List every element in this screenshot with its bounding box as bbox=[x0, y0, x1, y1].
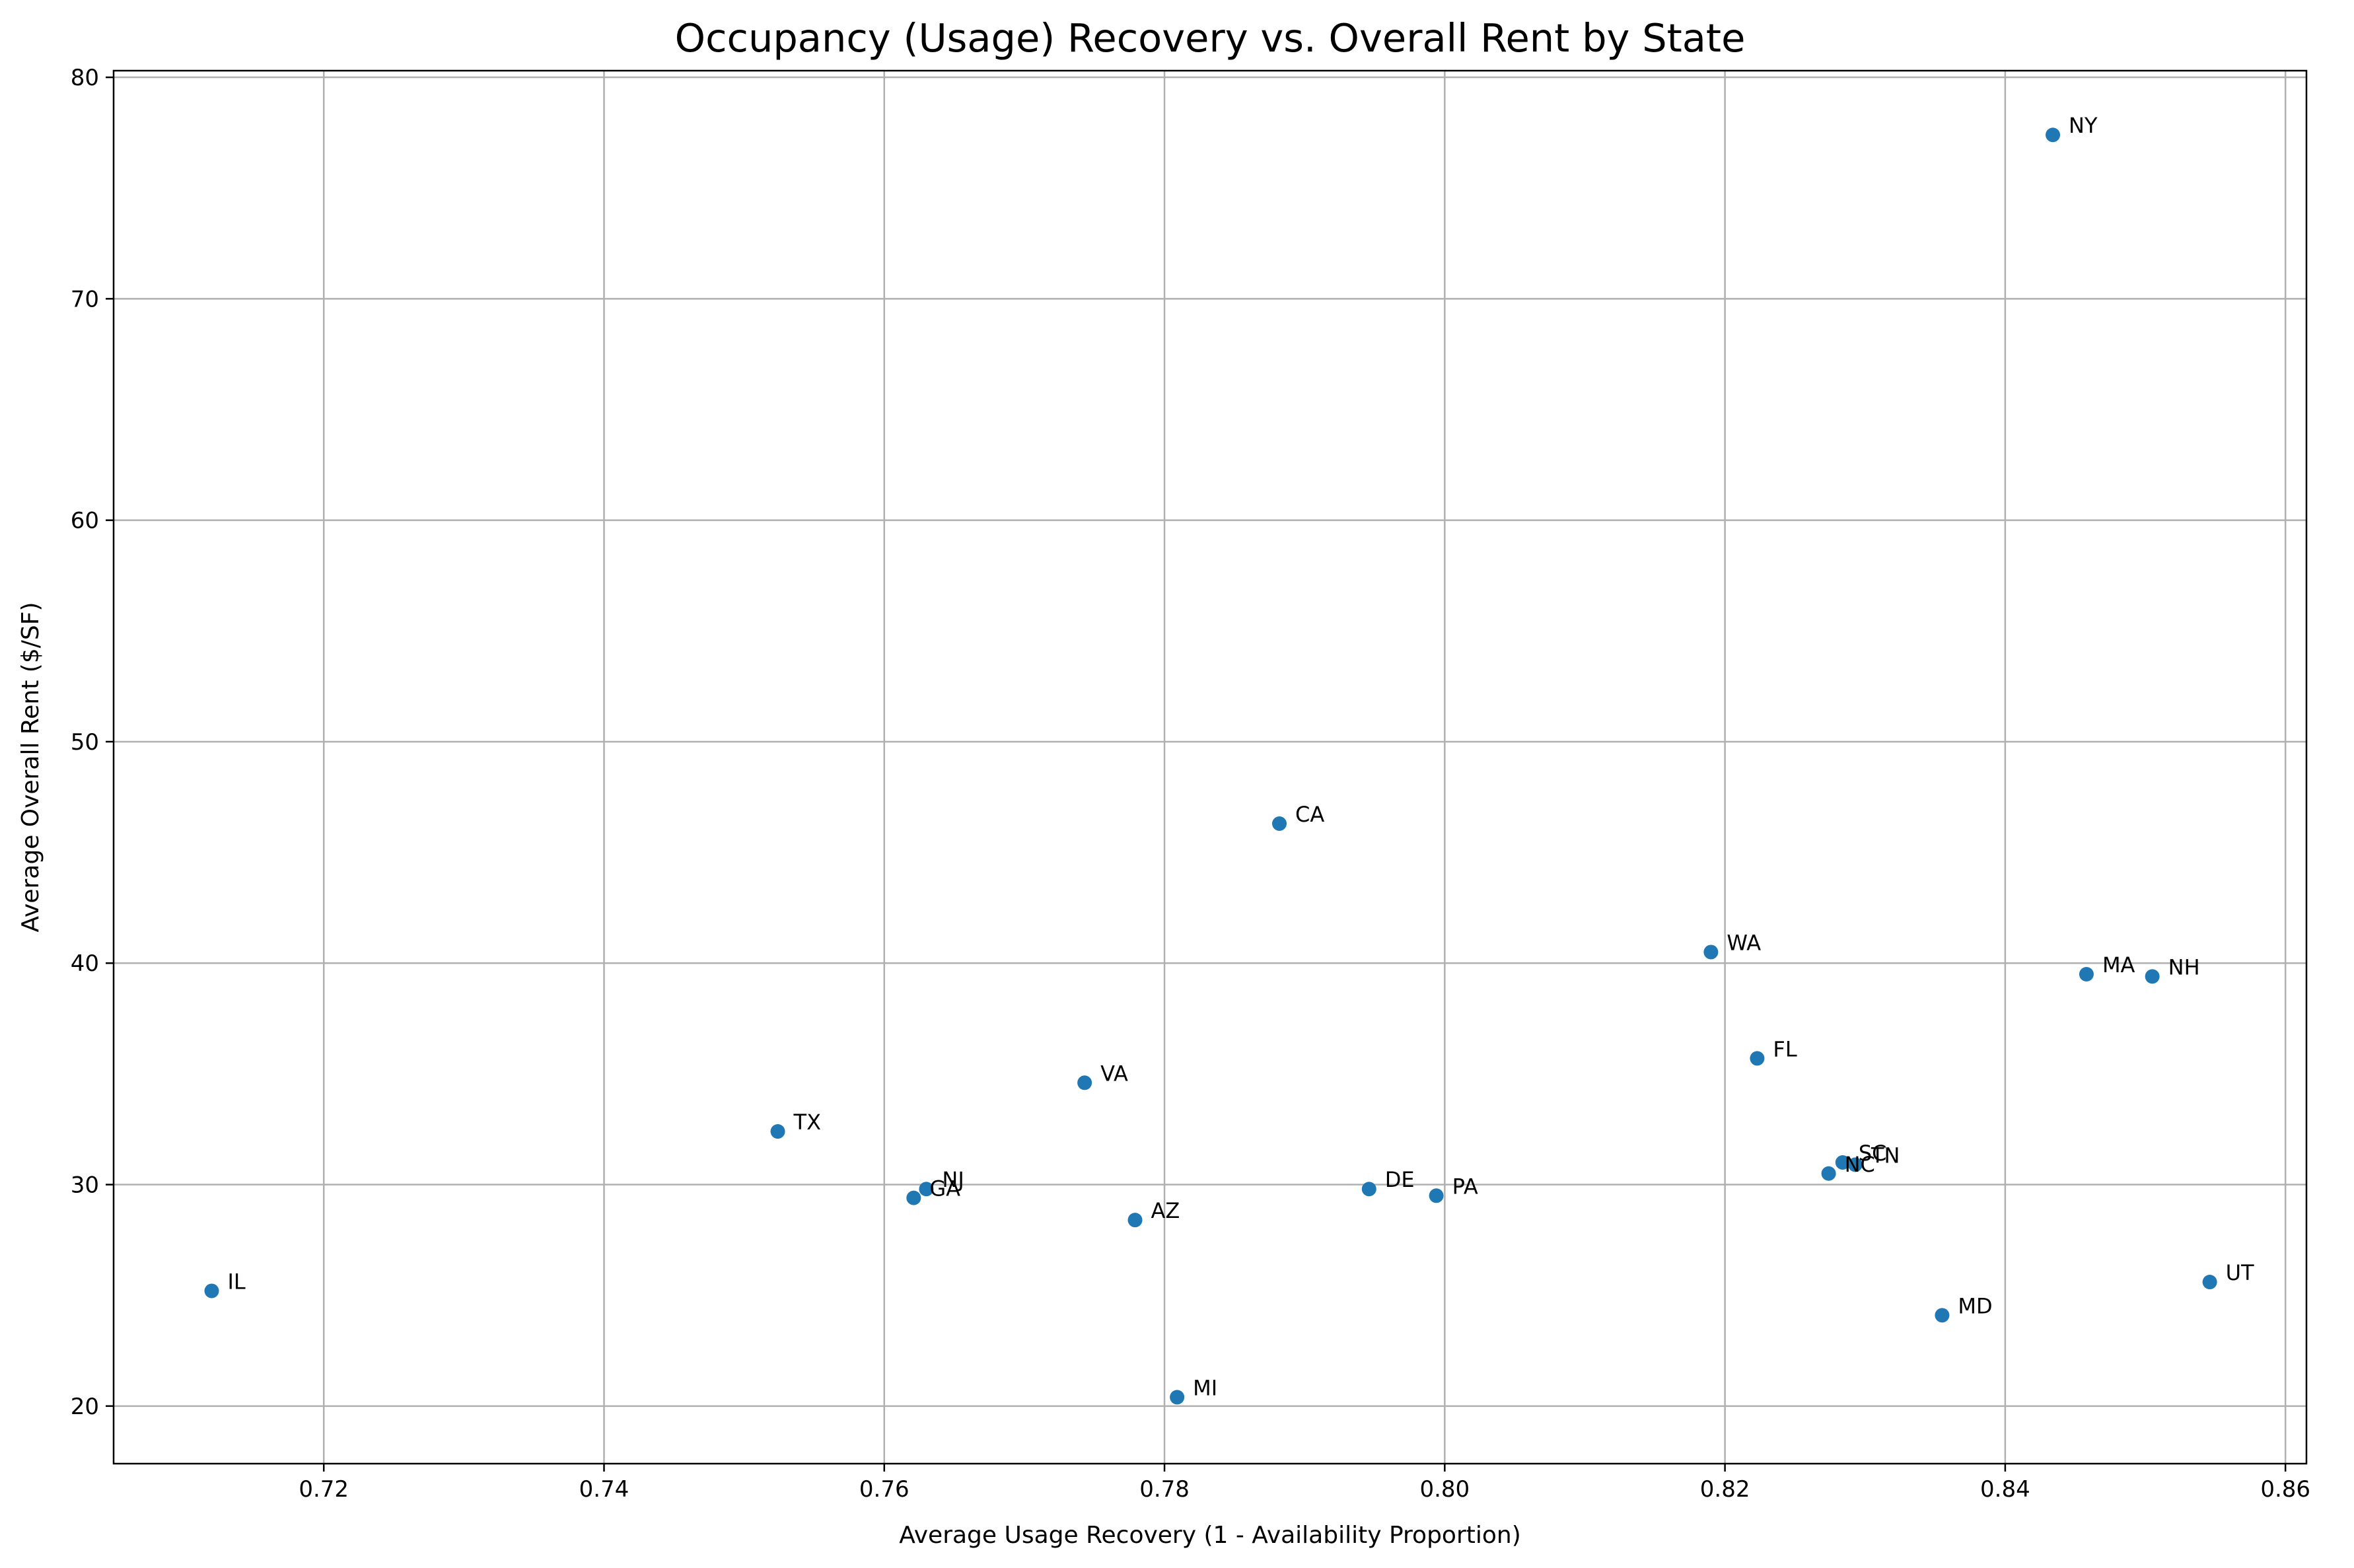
data-point-nj bbox=[919, 1182, 934, 1197]
data-point-az bbox=[1127, 1213, 1143, 1228]
data-point-ma bbox=[2079, 967, 2094, 981]
data-point-ga bbox=[906, 1190, 921, 1205]
data-point-mi bbox=[1170, 1390, 1185, 1405]
point-label-il: IL bbox=[227, 1269, 245, 1294]
y-tick-label: 30 bbox=[71, 1172, 99, 1199]
y-tick-label: 20 bbox=[71, 1394, 99, 1420]
data-point-tx bbox=[770, 1124, 785, 1139]
data-point-tn bbox=[1847, 1157, 1863, 1172]
plot-area-frame bbox=[112, 69, 2308, 1465]
point-label-va: VA bbox=[1100, 1061, 1128, 1086]
point-label-pa: PA bbox=[1452, 1174, 1478, 1199]
x-tick-label: 0.84 bbox=[1980, 1476, 2030, 1503]
point-label-ga: GA bbox=[929, 1176, 960, 1201]
point-label-tn: TN bbox=[1871, 1143, 1900, 1168]
data-point-de bbox=[1361, 1182, 1376, 1197]
grid-lines bbox=[114, 71, 2306, 1464]
x-tick-label: 0.80 bbox=[1419, 1476, 1470, 1503]
x-tick-label: 0.76 bbox=[859, 1476, 910, 1503]
data-point-md bbox=[1935, 1308, 1950, 1323]
data-point-il bbox=[204, 1283, 219, 1299]
y-tick-label: 80 bbox=[71, 65, 99, 91]
chart-title: Occupancy (Usage) Recovery vs. Overall R… bbox=[675, 15, 1746, 61]
data-point-nc bbox=[1821, 1166, 1836, 1181]
y-axis-ticks: 20 30 40 50 60 70 80 bbox=[71, 65, 114, 1420]
data-point-sc bbox=[1835, 1155, 1850, 1170]
y-tick-label: 60 bbox=[71, 508, 99, 534]
data-point-nh bbox=[2145, 969, 2160, 984]
point-label-ny: NY bbox=[2069, 113, 2098, 138]
data-point-ca bbox=[1272, 816, 1287, 831]
x-tick-label: 0.78 bbox=[1139, 1476, 1190, 1503]
data-point-fl bbox=[1750, 1051, 1765, 1066]
data-point-ny bbox=[2046, 127, 2061, 143]
point-label-fl: FL bbox=[1773, 1036, 1797, 1061]
point-label-de: DE bbox=[1385, 1167, 1415, 1192]
x-tick-label: 0.74 bbox=[579, 1476, 629, 1503]
point-label-wa: WA bbox=[1727, 930, 1761, 955]
data-point-va bbox=[1077, 1075, 1092, 1090]
point-label-ut: UT bbox=[2226, 1260, 2254, 1285]
y-tick-label: 70 bbox=[71, 286, 99, 312]
y-axis-label: Average Overall Rent ($/SF) bbox=[17, 602, 44, 933]
x-tick-label: 0.72 bbox=[299, 1476, 349, 1503]
point-label-tx: TX bbox=[793, 1110, 821, 1135]
point-label-ca: CA bbox=[1295, 802, 1324, 827]
x-axis-label: Average Usage Recovery (1 - Availability… bbox=[899, 1522, 1521, 1549]
y-tick-label: 50 bbox=[71, 729, 99, 756]
x-tick-label: 0.86 bbox=[2260, 1476, 2310, 1503]
point-label-nj: NJ bbox=[942, 1167, 964, 1192]
point-label-mi: MI bbox=[1193, 1375, 1217, 1400]
point-label-nh: NH bbox=[2168, 954, 2200, 980]
point-label-nc: NC bbox=[1845, 1152, 1875, 1177]
data-point-pa bbox=[1429, 1188, 1444, 1203]
x-tick-label: 0.82 bbox=[1700, 1476, 1750, 1503]
point-label-sc: SC bbox=[1859, 1141, 1887, 1166]
data-point-ut bbox=[2202, 1275, 2217, 1290]
x-axis-ticks: 0.72 0.74 0.76 0.78 0.80 0.82 0.84 0.86 bbox=[299, 1464, 2310, 1503]
point-label-md: MD bbox=[1958, 1293, 1992, 1318]
point-label-az: AZ bbox=[1151, 1198, 1180, 1223]
data-points bbox=[204, 127, 2217, 1405]
y-tick-label: 40 bbox=[71, 950, 99, 977]
data-point-wa bbox=[1703, 944, 1719, 960]
point-label-ma: MA bbox=[2102, 952, 2135, 978]
